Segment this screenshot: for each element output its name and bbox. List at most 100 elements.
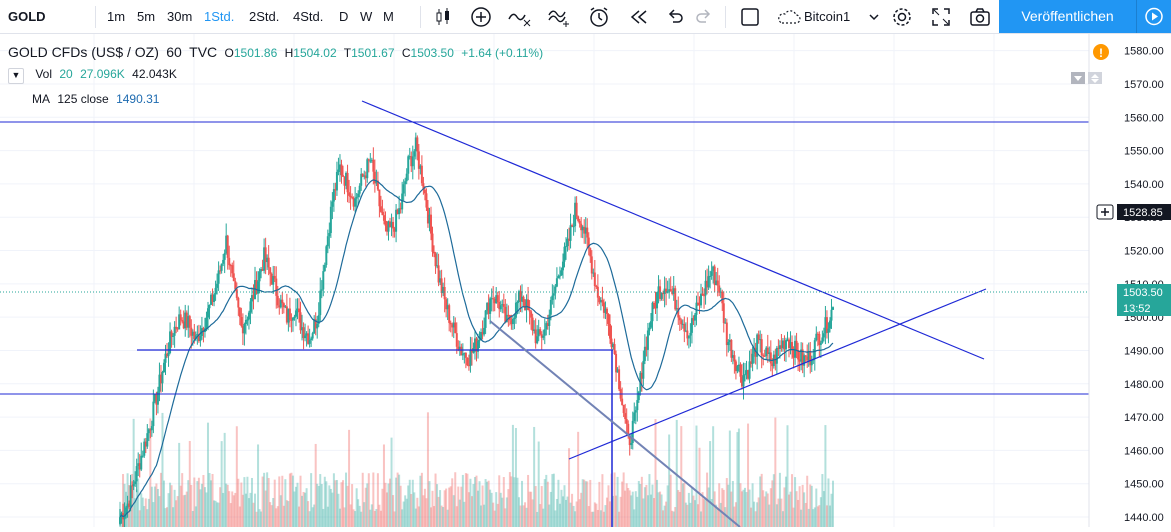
volume-bar — [313, 504, 316, 527]
candle-body — [332, 189, 335, 202]
indicators-icon[interactable] — [507, 5, 531, 29]
cloud-icon[interactable] — [775, 5, 803, 29]
volume-bar — [323, 476, 326, 527]
volume-bar — [812, 509, 815, 527]
collapse-legend-button[interactable]: ▼ — [8, 68, 24, 84]
interval-2h[interactable]: 2Std. — [249, 9, 280, 24]
candle-body — [693, 314, 696, 321]
candle-body — [800, 349, 803, 362]
interval-week[interactable]: W — [360, 9, 373, 24]
volume-bar — [607, 485, 610, 527]
candle-body — [615, 353, 618, 373]
candle-body — [803, 355, 806, 366]
candle-body — [481, 331, 484, 335]
publish-button[interactable]: Veröffentlichen — [999, 0, 1136, 33]
candle-body — [123, 514, 126, 520]
interval-day[interactable]: D — [339, 9, 349, 24]
volume-bar — [294, 486, 297, 527]
candle-body — [510, 320, 513, 325]
candle-body — [558, 275, 561, 277]
candle-body — [454, 322, 457, 334]
candle-body — [618, 369, 621, 390]
candle-body — [188, 316, 191, 328]
chart-area[interactable]: 1440.00 1450.00 1460.00 1470.00 1480.00 1490.… — [0, 34, 1171, 529]
volume-bar — [193, 477, 196, 527]
candle-body — [273, 275, 276, 279]
volume-bar — [162, 480, 165, 527]
candle-body — [560, 270, 563, 276]
price-chart[interactable]: 1440.00 1450.00 1460.00 1470.00 1480.00 1490.… — [0, 34, 1171, 529]
volume-bar — [797, 499, 800, 527]
candle-body — [684, 330, 687, 332]
volume-bar — [454, 472, 457, 527]
volume-bar — [677, 490, 680, 527]
candle-body — [452, 322, 455, 328]
candle-body — [771, 363, 774, 367]
compare-icon[interactable] — [547, 5, 571, 29]
volume-bar — [225, 483, 228, 527]
candle-body — [147, 429, 150, 434]
volume-bar — [135, 489, 138, 527]
candle-body — [736, 366, 739, 372]
candle-body — [420, 165, 423, 184]
replay-icon[interactable] — [627, 5, 651, 29]
candle-body — [322, 271, 325, 290]
volume-bar — [558, 503, 561, 527]
volume-bar — [379, 510, 382, 527]
volume-bar — [505, 497, 508, 527]
candle-body — [135, 466, 138, 482]
interval-month[interactable]: M — [383, 9, 394, 24]
candle-body — [272, 275, 275, 285]
chevron-down-icon[interactable] — [862, 5, 886, 29]
volume-bar — [563, 485, 566, 527]
volume-bar — [616, 476, 619, 527]
fullscreen-box-icon[interactable] — [738, 5, 762, 29]
symbol-search[interactable]: GOLD — [8, 9, 46, 24]
volume-bar — [763, 496, 766, 527]
candle-body — [748, 361, 751, 379]
candle-body — [784, 340, 787, 350]
candle-body — [496, 295, 499, 302]
candle-body — [827, 328, 830, 333]
volume-bar — [131, 474, 134, 527]
gear-icon[interactable] — [890, 5, 914, 29]
candle-body — [278, 305, 281, 308]
add-indicator-icon[interactable] — [469, 5, 493, 29]
expand-icon[interactable] — [929, 5, 953, 29]
volume-bar — [580, 492, 583, 527]
price-tag-label: 1503.50 — [1123, 287, 1163, 299]
watchlist-name[interactable]: Bitcoin1 — [804, 9, 851, 24]
undo-icon[interactable] — [663, 5, 687, 29]
volume-bar — [217, 502, 220, 527]
camera-icon[interactable] — [968, 5, 992, 29]
legend-close-label: C — [401, 46, 411, 60]
volume-bar — [304, 492, 307, 527]
candle-body — [645, 346, 648, 350]
volume-bar — [275, 508, 278, 527]
candle-body — [531, 317, 534, 331]
candle-body — [249, 301, 252, 313]
interval-30m[interactable]: 30m — [167, 9, 193, 24]
candle-body — [604, 308, 607, 313]
volume-bar — [187, 480, 190, 527]
interval-4h[interactable]: 4Std. — [293, 9, 324, 24]
volume-bar — [560, 489, 563, 527]
candle-body — [636, 400, 639, 411]
interval-5m[interactable]: 5m — [137, 9, 156, 24]
candle-body — [687, 335, 690, 339]
interval-1h[interactable]: 1Std. — [204, 9, 235, 24]
volume-bar — [269, 502, 272, 527]
candle-body — [244, 319, 247, 324]
interval-1m[interactable]: 1m — [107, 9, 126, 24]
volume-bar — [695, 425, 698, 527]
play-button[interactable] — [1136, 0, 1171, 33]
volume-bar — [692, 495, 695, 527]
alarm-icon[interactable] — [587, 5, 611, 29]
candle-body — [208, 304, 211, 309]
volume-bar — [159, 472, 162, 527]
redo-icon[interactable] — [692, 5, 716, 29]
candle-body — [460, 346, 463, 356]
y-tick-label: 1460.00 — [1124, 445, 1164, 457]
candlestick-icon[interactable] — [431, 5, 455, 29]
volume-bar — [360, 511, 363, 527]
